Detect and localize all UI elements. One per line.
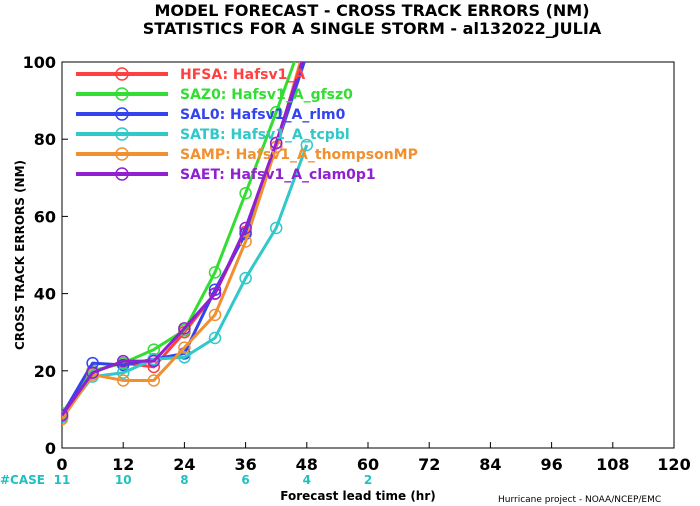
- x-tick-label: 48: [296, 455, 318, 474]
- x-tick-label: 0: [56, 455, 67, 474]
- data-point: [239, 186, 252, 200]
- data-point: [301, 45, 312, 56]
- x-tick-label: 84: [479, 455, 501, 474]
- y-tick-label: 60: [34, 207, 56, 226]
- x-tick-label: 60: [357, 455, 379, 474]
- data-point: [116, 374, 130, 387]
- data-point: [116, 358, 130, 372]
- case-count: 11: [54, 473, 71, 487]
- legend-entry-label: HFSA: Hafsv1_A: [180, 67, 305, 83]
- data-point: [239, 271, 252, 285]
- chart-title-line1: MODEL FORECAST - CROSS TRACK ERRORS (NM): [154, 1, 589, 20]
- x-tick-label: 108: [596, 455, 629, 474]
- data-point: [62, 408, 69, 422]
- data-point: [208, 331, 222, 345]
- data-point: [208, 287, 222, 300]
- case-label: #CASE: [0, 473, 45, 487]
- legend-swatch-marker: [115, 127, 129, 141]
- case-count: 6: [241, 473, 249, 487]
- legend-entry-label: SAET: Hafsv1_A_clam0p1: [180, 167, 376, 183]
- data-point: [116, 354, 130, 368]
- legend-swatch-marker: [115, 107, 129, 121]
- y-tick-label: 20: [34, 362, 56, 381]
- data-point: [301, 49, 312, 60]
- y-tick-label: 40: [34, 285, 56, 304]
- series-layer: [62, 41, 314, 426]
- x-tick-label: 72: [418, 455, 440, 474]
- data-point: [269, 105, 283, 119]
- data-point: [178, 351, 191, 364]
- data-point: [178, 341, 191, 354]
- data-point: [208, 308, 222, 322]
- data-point: [147, 354, 161, 368]
- legend-swatch-marker: [115, 87, 129, 101]
- legend-entry-label: SAZ0: Hafsv1_A_gfsz0: [180, 87, 353, 103]
- case-count: 4: [303, 473, 311, 487]
- data-point: [86, 366, 99, 379]
- data-point: [147, 374, 161, 387]
- x-tick-label: 120: [657, 455, 690, 474]
- y-axis-label: CROSS TRACK ERRORS (NM): [13, 160, 27, 350]
- data-point: [178, 322, 191, 335]
- series-line-1: [62, 62, 296, 415]
- data-point: [269, 136, 283, 150]
- series-line-5: [62, 62, 304, 417]
- legend-entry-label: SATB: Hafsv1_A_tcpbl: [180, 127, 350, 143]
- legend-entry-label: SAL0: Hafsv1_A_rlm0: [180, 107, 346, 123]
- x-axis-label: Forecast lead time (hr): [280, 489, 436, 503]
- x-tick-label: 12: [112, 455, 134, 474]
- data-point: [208, 266, 222, 279]
- y-tick-label: 80: [34, 130, 56, 149]
- case-count: 10: [115, 473, 132, 487]
- chart-title-line2: STATISTICS FOR A SINGLE STORM - al132022…: [143, 19, 602, 38]
- legend-swatch-marker: [115, 67, 129, 81]
- plot-frame: [61, 61, 675, 449]
- data-point: [62, 412, 69, 426]
- y-tick-label: 0: [45, 439, 56, 458]
- legend-swatch-marker: [115, 147, 129, 161]
- legend: HFSA: Hafsv1_A SAZ0: Hafsv1_A_gfsz0 SAL0: …: [76, 67, 418, 183]
- x-tick-label: 36: [234, 455, 256, 474]
- y-tick-label: 100: [23, 53, 56, 72]
- x-tick-label: 24: [173, 455, 195, 474]
- series-line-4: [62, 62, 302, 420]
- data-point: [301, 41, 312, 52]
- case-count: 2: [364, 473, 372, 487]
- data-point: [300, 138, 314, 152]
- legend-entry-label: SAMP: Hafsv1_A_thompsonMP: [180, 147, 418, 163]
- credit-text: Hurricane project - NOAA/NCEP/EMC: [498, 495, 661, 505]
- data-point: [239, 221, 252, 235]
- x-tick-label: 96: [540, 455, 562, 474]
- data-point: [269, 221, 283, 235]
- case-count: 8: [180, 473, 188, 487]
- axis-ticks: 0 12 24 36 48 60 72 84 96 108 120 0 20 40 60 80 100: [23, 53, 691, 474]
- legend-swatch-marker: [115, 167, 129, 181]
- case-counts: 11 10 8 6 4 2: [54, 473, 373, 487]
